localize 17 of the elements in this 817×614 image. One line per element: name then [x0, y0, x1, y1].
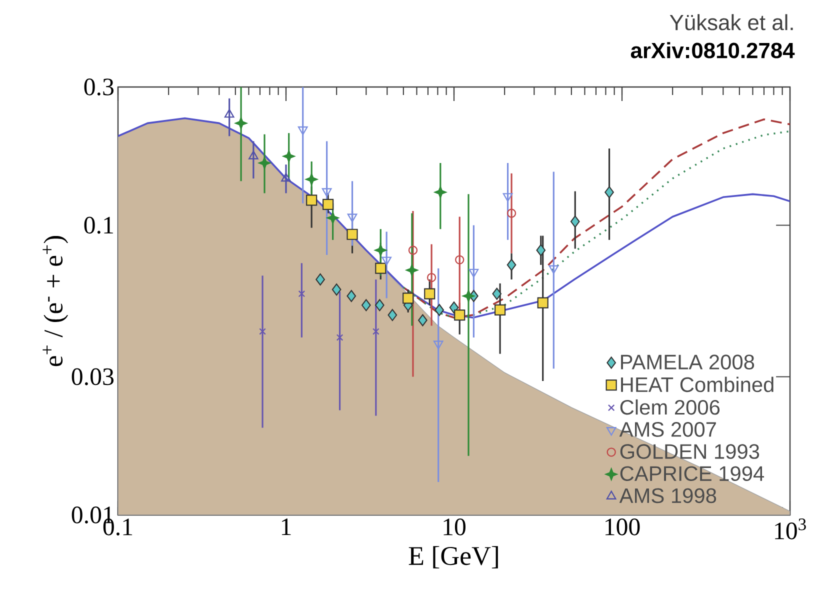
y-tick-label: 0.3: [84, 78, 114, 96]
x-axis-title: E [GeV]: [408, 546, 498, 568]
x-tick-label: 100: [606, 518, 640, 536]
legend-label: CAPRICE 1994: [620, 466, 764, 482]
legend-label: AMS 1998: [619, 488, 716, 504]
legend-label: Clem 2006: [620, 399, 720, 415]
y-tick-label: 0.03: [72, 368, 114, 386]
text: arXiv:0810.2784: [630, 42, 795, 58]
y-tick-label: 0.1: [84, 216, 113, 234]
y-axis-title: e$^{+}$ / (e$^{-}$ + e$^{+}$): [42, 236, 68, 366]
x-tick-label: 1: [282, 518, 291, 535]
text: Yüksak et al.: [670, 14, 793, 30]
legend-label: PAMELA 2008: [621, 354, 754, 370]
legend-label: AMS 2007: [619, 422, 716, 437]
legend-label: HEAT Combined: [621, 376, 774, 392]
x-tick-label: 10: [444, 518, 466, 536]
x-tick-label: 10$^{3}$: [775, 518, 806, 540]
